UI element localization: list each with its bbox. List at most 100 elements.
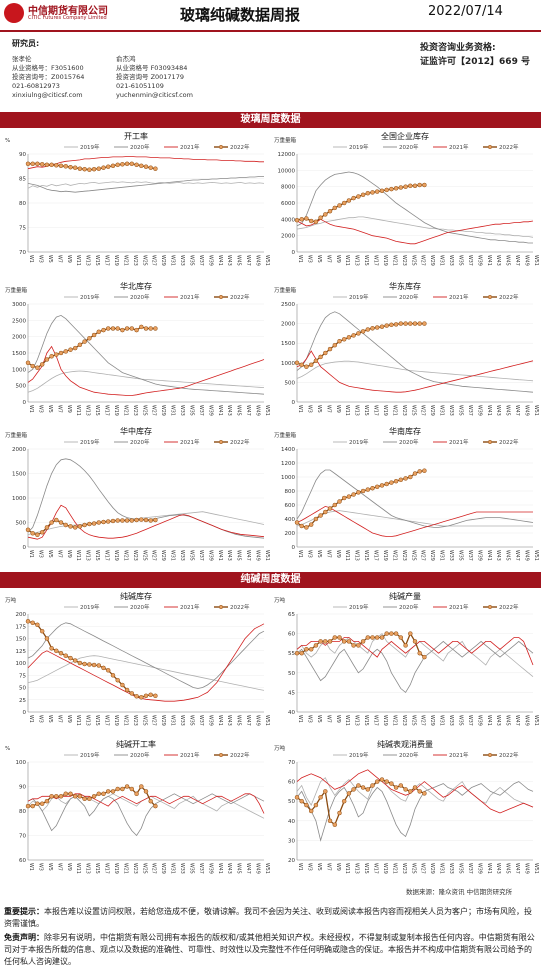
series-point-2022 xyxy=(412,321,418,326)
researcher-right-line: 021-61051109 xyxy=(116,82,164,90)
y-tick-label: 1500 xyxy=(281,341,295,347)
disclaimer-label: 免责声明： xyxy=(4,933,44,942)
series-line-2022 xyxy=(297,632,425,658)
series-point-2022 xyxy=(299,523,304,529)
x-tick-label: W39 xyxy=(207,715,213,726)
x-tick-label: W5 xyxy=(316,405,322,413)
series-point-2022 xyxy=(341,337,347,342)
series-point-2022 xyxy=(346,791,352,796)
series-point-2022 xyxy=(341,200,347,206)
series-point-2022 xyxy=(96,663,102,668)
series-point-2022 xyxy=(115,677,120,683)
x-tick-label: W27 xyxy=(151,255,157,266)
series-point-2022 xyxy=(356,643,361,648)
x-tick-label: W35 xyxy=(188,715,194,726)
series-point-2022 xyxy=(308,362,314,368)
series-point-2022 xyxy=(58,650,64,656)
y-tick-label: 2000 xyxy=(12,447,26,453)
y-tick-label: 0 xyxy=(23,400,27,406)
series-point-2022 xyxy=(323,350,328,356)
x-tick-label: W31 xyxy=(439,550,445,561)
researcher-right: 俞杰鸿 从业资格号 F03093484 投资咨询号 Z0017179 021-6… xyxy=(116,55,193,100)
x-tick-label: W43 xyxy=(495,255,501,266)
series-point-2022 xyxy=(337,499,342,504)
series-line-2020 xyxy=(296,640,534,694)
x-tick-label: W41 xyxy=(217,255,223,266)
series-point-2022 xyxy=(115,162,120,168)
x-tick-label: W37 xyxy=(467,255,473,266)
series-point-2022 xyxy=(153,693,158,699)
series-point-2022 xyxy=(110,673,116,678)
legend-label: 2021年 xyxy=(180,438,200,446)
y-tick-label: 175 xyxy=(16,624,27,630)
chart-glass-south-inventory: 华南库存 万重量箱 2019年 2020年 2021年 2022年 0 200 400 600 80… xyxy=(271,425,539,573)
x-tick-label: W13 xyxy=(354,863,360,874)
chart-unit: % xyxy=(5,138,10,144)
x-tick-label: W17 xyxy=(373,715,379,726)
series-point-2022 xyxy=(374,779,380,784)
y-tick-label: 1000 xyxy=(12,367,26,373)
y-tick-label: 100 xyxy=(16,760,27,766)
x-tick-label: W41 xyxy=(486,863,492,874)
chart-soda-operating-rate: 纯碱开工率% 2019年 2020年 2021年 2022年 60 70 80 90 100 W1 W… xyxy=(2,738,270,886)
series-point-2022 xyxy=(25,360,31,366)
x-tick-label: W51 xyxy=(533,715,539,726)
x-tick-label: W39 xyxy=(207,405,213,416)
y-tick-label: 80 xyxy=(19,201,26,207)
series-point-2022 xyxy=(120,682,125,688)
report-date: 2022/07/14 xyxy=(428,4,503,19)
x-tick-label: W21 xyxy=(391,550,397,561)
x-tick-label: W33 xyxy=(448,863,454,874)
y-tick-label: 12000 xyxy=(278,152,296,158)
series-point-2022 xyxy=(403,643,408,648)
series-point-2022 xyxy=(318,215,323,220)
y-tick-label: 1000 xyxy=(281,361,295,367)
x-tick-label: W47 xyxy=(245,255,251,266)
series-point-2022 xyxy=(379,777,385,782)
series-point-2022 xyxy=(68,347,73,352)
x-tick-label: W21 xyxy=(122,550,128,561)
x-tick-label: W15 xyxy=(363,550,369,561)
series-point-2022 xyxy=(153,517,158,523)
legend-label: 2022年 xyxy=(230,751,250,759)
chart-title: 纯碱库存 xyxy=(120,591,152,601)
y-tick-label: 2500 xyxy=(12,318,26,324)
series-point-2022 xyxy=(379,188,385,194)
series-line-2019 xyxy=(296,216,534,238)
x-tick-label: W9 xyxy=(66,863,72,871)
company-name-en: CITIC Futures Company Limited xyxy=(28,15,107,21)
series-line-2021 xyxy=(296,505,533,537)
y-tick-label: 1500 xyxy=(12,351,26,357)
x-tick-label: W27 xyxy=(420,255,426,266)
series-point-2022 xyxy=(360,329,366,334)
series-point-2022 xyxy=(77,524,83,529)
chart-glass-north-inventory: 华北库存 万重量箱 2019年 2020年 2021年 2022年 0 500 1000 1500… xyxy=(2,280,270,428)
y-tick-label: 90 xyxy=(19,785,26,791)
x-tick-label: W15 xyxy=(94,715,100,726)
x-tick-label: W25 xyxy=(410,405,416,416)
x-tick-label: W49 xyxy=(524,405,530,416)
y-tick-label: 0 xyxy=(23,545,27,551)
chart-title: 华北库存 xyxy=(120,281,152,291)
x-tick-label: W25 xyxy=(410,550,416,561)
series-point-2022 xyxy=(72,658,78,663)
series-point-2022 xyxy=(422,791,427,796)
x-tick-label: W5 xyxy=(316,550,322,558)
legend-label: 2019年 xyxy=(80,143,100,151)
x-tick-label: W29 xyxy=(429,405,435,416)
x-tick-label: W19 xyxy=(382,550,388,561)
series-point-2022 xyxy=(58,520,64,525)
x-tick-label: W23 xyxy=(132,715,138,726)
series-point-2022 xyxy=(327,506,333,511)
x-tick-label: W39 xyxy=(207,550,213,561)
series-point-2022 xyxy=(49,162,54,168)
series-point-2022 xyxy=(120,327,125,333)
x-tick-label: W43 xyxy=(226,550,232,561)
series-line-2022 xyxy=(27,518,156,536)
x-tick-label: W11 xyxy=(344,255,350,266)
y-tick-label: 100 xyxy=(16,661,27,667)
series-point-2022 xyxy=(332,502,338,508)
x-tick-label: W7 xyxy=(56,255,62,263)
x-tick-label: W39 xyxy=(207,255,213,266)
series-point-2022 xyxy=(35,161,40,167)
